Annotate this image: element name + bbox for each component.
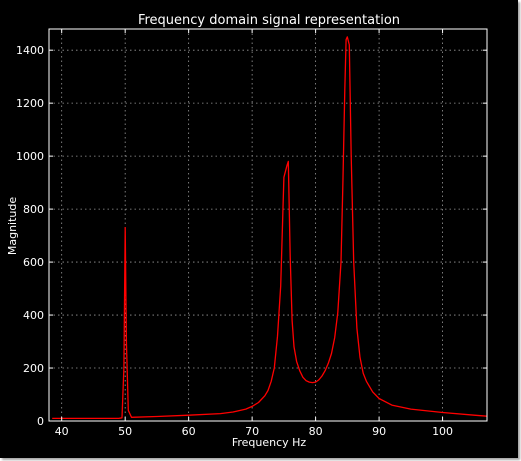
x-tick-label: 40 <box>55 425 69 438</box>
chart-title: Frequency domain signal representation <box>138 13 400 28</box>
x-tick-label: 100 <box>432 425 453 438</box>
y-axis-label: Magnitude <box>6 197 19 256</box>
x-tick-label: 50 <box>118 425 132 438</box>
x-axis-label: Frequency Hz <box>232 436 307 449</box>
grid-lines <box>49 29 487 422</box>
y-tick-label: 800 <box>23 203 44 216</box>
y-tick-label: 600 <box>23 256 44 269</box>
y-tick-label: 0 <box>37 415 44 428</box>
x-tick-label: 60 <box>182 425 196 438</box>
x-tick-label: 80 <box>309 425 323 438</box>
y-tick-label: 1200 <box>16 97 44 110</box>
y-tick-label: 1000 <box>16 150 44 163</box>
y-tick-label: 200 <box>23 362 44 375</box>
series-line <box>52 36 488 420</box>
plot-frame <box>48 28 488 422</box>
y-tick-label: 1400 <box>16 44 44 57</box>
x-tick-label: 90 <box>372 425 386 438</box>
y-tick-label: 400 <box>23 309 44 322</box>
x-tick-label: 70 <box>245 425 259 438</box>
